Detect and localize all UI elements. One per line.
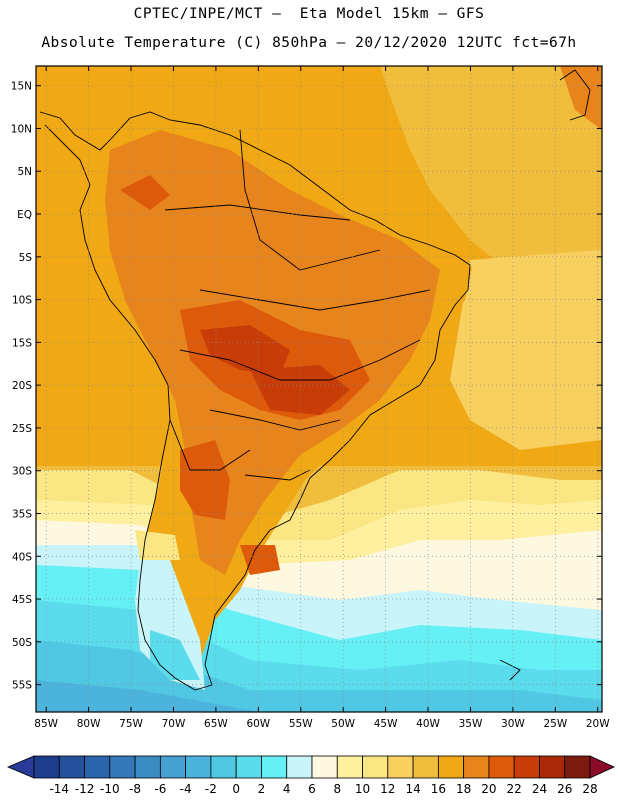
lat-label: 10S xyxy=(12,295,32,307)
colorbar-over-arrow xyxy=(589,755,615,779)
colorbar-swatch xyxy=(134,755,161,779)
colorbar-swatch xyxy=(159,755,187,779)
colorbar-label: 26 xyxy=(557,782,572,796)
lon-label: 35W xyxy=(459,718,483,730)
lat-label: 45S xyxy=(12,594,32,606)
colorbar-label: -4 xyxy=(180,782,192,796)
lat-label: 15N xyxy=(11,81,32,93)
lon-label: 75W xyxy=(119,718,143,730)
colorbar-swatch xyxy=(210,755,237,779)
map-frame xyxy=(35,65,603,713)
colorbar-label: 24 xyxy=(532,782,547,796)
lat-label: 25S xyxy=(12,423,32,435)
coastlines xyxy=(39,69,591,691)
axis-ticks: 15N 10N 5N EQ 5S 10S 15S 20S 25S 30S 35S 40S 45S 50S 5… xyxy=(11,66,610,730)
temperature-field xyxy=(36,66,602,712)
colorbar-swatch xyxy=(539,755,566,779)
lat-label: 10N xyxy=(11,123,32,135)
colorbar-label: -10 xyxy=(100,782,120,796)
colorbar-swatch xyxy=(412,755,439,779)
lat-label: 20S xyxy=(12,380,32,392)
lon-label: 30W xyxy=(501,718,525,730)
colorbar-swatch xyxy=(185,755,212,779)
colorbar-swatch xyxy=(58,755,85,779)
lat-label: 5N xyxy=(17,166,32,178)
lat-label: 40S xyxy=(12,551,32,563)
colorbar-swatch xyxy=(336,755,363,779)
colorbar-label: -14 xyxy=(49,782,69,796)
colorbar-swatch xyxy=(261,755,288,779)
lat-label: 50S xyxy=(12,637,32,649)
colorbar-swatch xyxy=(33,755,60,779)
lon-label: 80W xyxy=(77,718,101,730)
colorbar-label: 4 xyxy=(283,782,291,796)
colorbar-label: 18 xyxy=(456,782,471,796)
lon-label: 70W xyxy=(162,718,186,730)
colorbar-label: -8 xyxy=(129,782,141,796)
lon-label: 20W xyxy=(586,718,610,730)
colorbar-swatch xyxy=(488,755,515,779)
colorbar-under-arrow xyxy=(6,755,35,779)
lat-label: EQ xyxy=(17,209,32,221)
lon-label: 60W xyxy=(246,718,270,730)
lat-label: 35S xyxy=(12,508,32,520)
lat-label: 30S xyxy=(12,466,32,478)
colorbar-swatch xyxy=(463,755,490,779)
colorbar-swatch xyxy=(564,755,591,779)
lat-label: 5S xyxy=(19,252,33,264)
colorbar-swatch xyxy=(437,755,465,779)
title-line-2: Absolute Temperature (C) 850hPa – 20/12/… xyxy=(41,35,577,51)
lon-label: 45W xyxy=(374,718,398,730)
lon-label: 40W xyxy=(416,718,440,730)
lat-label: 15S xyxy=(12,337,32,349)
colorbar-swatch xyxy=(286,755,313,779)
colorbar-label: 16 xyxy=(431,782,446,796)
lon-label: 55W xyxy=(289,718,313,730)
lon-label: 65W xyxy=(204,718,228,730)
colorbar-label: 0 xyxy=(232,782,240,796)
colorbar-swatch xyxy=(387,755,414,779)
colorbar-swatch xyxy=(311,755,338,779)
colorbar-swatch xyxy=(362,755,389,779)
colorbar-label: 12 xyxy=(380,782,395,796)
lon-label: 85W xyxy=(34,718,58,730)
colorbar: -14 -12 -10 -8 -6 -4 -2 0 2 4 6 8 10 12 14 16 18 20 22 24 26… xyxy=(6,755,615,796)
colorbar-label: 20 xyxy=(481,782,496,796)
colorbar-label: 6 xyxy=(308,782,316,796)
colorbar-label: 14 xyxy=(405,782,420,796)
colorbar-swatch xyxy=(235,755,262,779)
lon-label: 50W xyxy=(331,718,355,730)
colorbar-label: 8 xyxy=(333,782,341,796)
colorbar-label: -2 xyxy=(205,782,217,796)
colorbar-label: 28 xyxy=(582,782,597,796)
colorbar-swatch xyxy=(84,755,111,779)
colorbar-label: 2 xyxy=(258,782,266,796)
colorbar-swatch xyxy=(513,755,540,779)
colorbar-label: 22 xyxy=(507,782,522,796)
colorbar-label: 10 xyxy=(355,782,370,796)
lon-label: 25W xyxy=(543,718,567,730)
colorbar-label: -12 xyxy=(75,782,95,796)
colorbar-label: -6 xyxy=(154,782,166,796)
colorbar-swatch xyxy=(109,755,136,779)
lat-label: 55S xyxy=(12,680,32,692)
title-line-1: CPTEC/INPE/MCT – Eta Model 15km – GFS xyxy=(133,6,485,22)
